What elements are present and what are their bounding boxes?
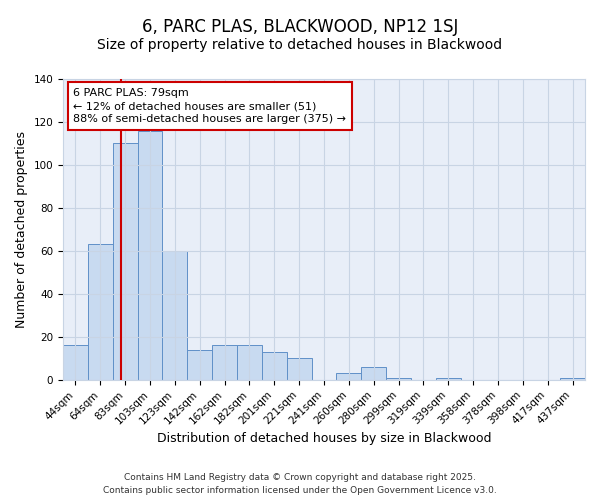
Bar <box>262 352 287 380</box>
Text: Contains public sector information licensed under the Open Government Licence v3: Contains public sector information licen… <box>103 486 497 495</box>
Bar <box>237 346 262 380</box>
Bar <box>361 367 386 380</box>
Text: 6, PARC PLAS, BLACKWOOD, NP12 1SJ: 6, PARC PLAS, BLACKWOOD, NP12 1SJ <box>142 18 458 36</box>
Bar <box>560 378 585 380</box>
X-axis label: Distribution of detached houses by size in Blackwood: Distribution of detached houses by size … <box>157 432 491 445</box>
Bar <box>212 346 237 380</box>
Text: Size of property relative to detached houses in Blackwood: Size of property relative to detached ho… <box>97 38 503 52</box>
Bar <box>88 244 113 380</box>
Text: Contains HM Land Registry data © Crown copyright and database right 2025.: Contains HM Land Registry data © Crown c… <box>124 472 476 482</box>
Bar <box>287 358 311 380</box>
Bar <box>137 130 163 380</box>
Bar <box>187 350 212 380</box>
Bar <box>436 378 461 380</box>
Y-axis label: Number of detached properties: Number of detached properties <box>15 131 28 328</box>
Bar <box>63 346 88 380</box>
Bar <box>386 378 411 380</box>
Text: 6 PARC PLAS: 79sqm
← 12% of detached houses are smaller (51)
88% of semi-detache: 6 PARC PLAS: 79sqm ← 12% of detached hou… <box>73 88 346 124</box>
Bar <box>113 144 137 380</box>
Bar <box>337 374 361 380</box>
Bar <box>163 251 187 380</box>
